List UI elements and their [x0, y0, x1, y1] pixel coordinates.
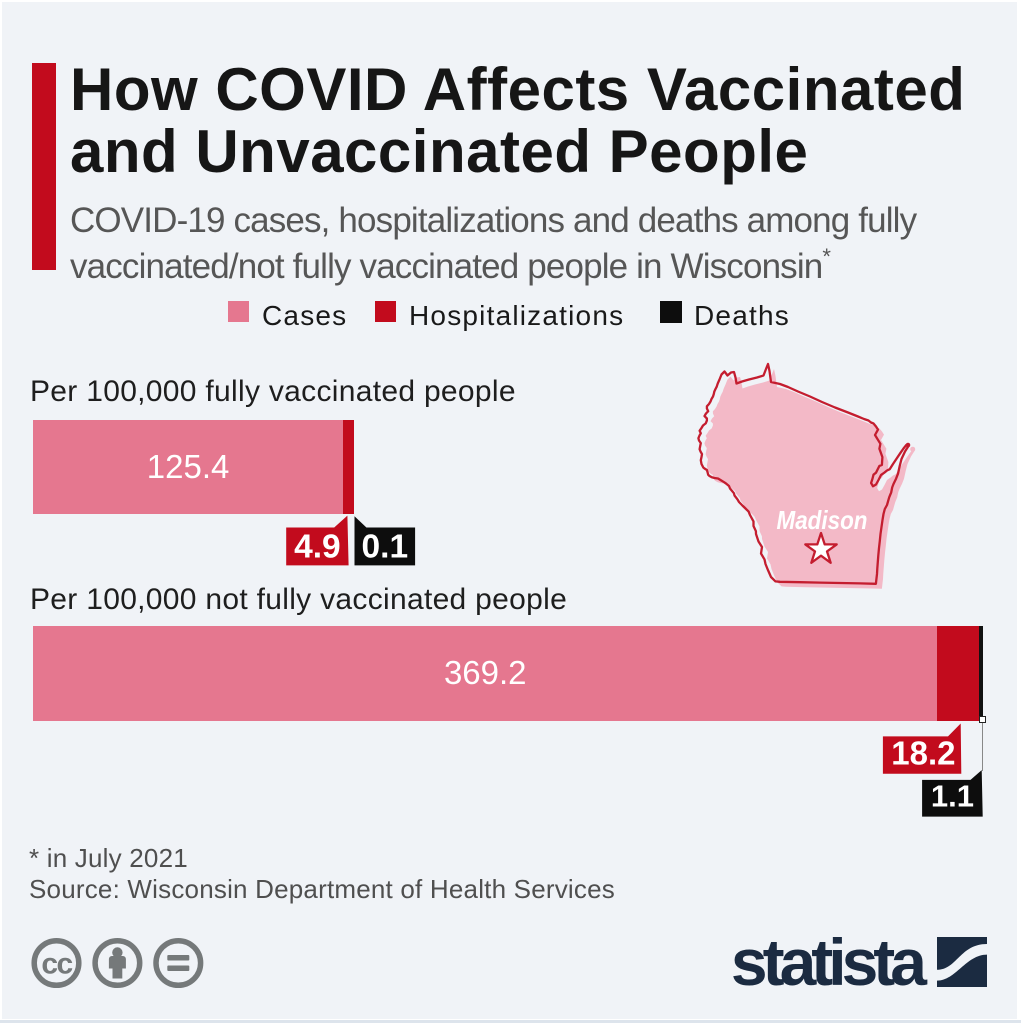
- svg-text:Madison: Madison: [777, 505, 868, 535]
- svg-text:4.9: 4.9: [294, 528, 341, 565]
- svg-text:18.2: 18.2: [891, 735, 955, 772]
- svg-text:1.1: 1.1: [931, 778, 974, 813]
- svg-text:0.1: 0.1: [362, 528, 409, 565]
- svg-text:cc: cc: [41, 948, 72, 981]
